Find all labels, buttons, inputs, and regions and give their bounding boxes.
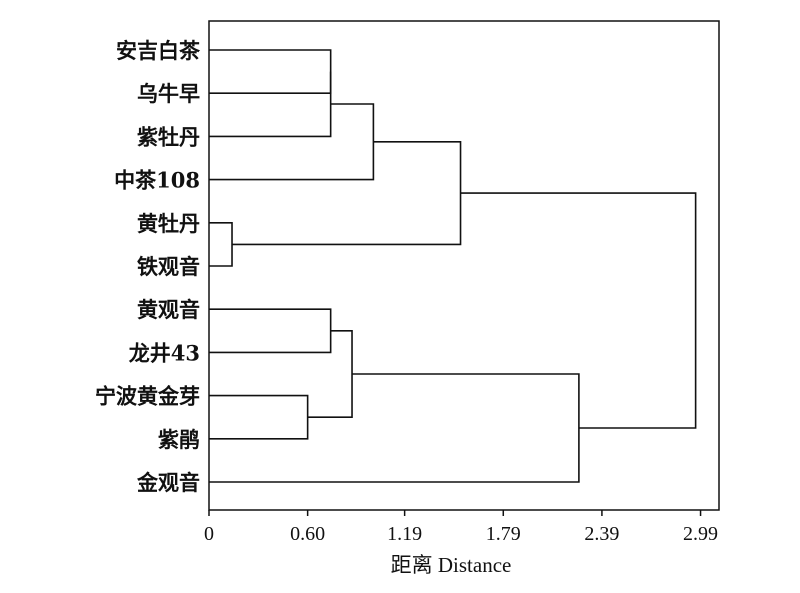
cluster-link [209,103,375,181]
leaf-label: 中茶108 [114,168,200,193]
cluster-link [209,222,233,267]
x-tick-label: 0.60 [290,523,325,545]
cluster-link [209,373,580,483]
leaf-label: 乌牛早 [137,81,200,106]
x-tick-label: 1.19 [387,523,422,545]
cluster-link [460,192,697,429]
leaf-label: 安吉白茶 [116,38,201,63]
cluster-link [209,71,332,138]
leaf-label: 宁波黄金芽 [95,384,200,409]
leaf-label: 铁观音 [137,254,200,279]
leaf-label: 黄牡丹 [137,211,200,236]
x-axis-ticks: 0 0.60 1.19 1.79 2.39 2.99 [204,510,718,545]
leaf-label: 紫牡丹 [137,124,200,149]
cluster-link [209,394,309,440]
x-tick-label: 1.79 [486,523,521,545]
plot-frame [208,20,720,511]
leaf-label: 龙井43 [129,340,200,365]
leaf-label: 紫鹃 [158,427,200,452]
dendrogram-links [209,49,697,483]
cluster-link [209,49,332,94]
cluster-link [209,308,332,354]
cluster-link [232,141,462,246]
x-tick-label: 2.99 [683,523,718,545]
leaf-label: 黄观音 [137,297,200,322]
x-tick-label: 0 [204,523,214,545]
x-axis-title: 距离 Distance [391,553,512,577]
leaf-label: 金观音 [136,470,200,495]
cluster-link [307,330,353,418]
x-tick-label: 2.39 [584,523,619,545]
